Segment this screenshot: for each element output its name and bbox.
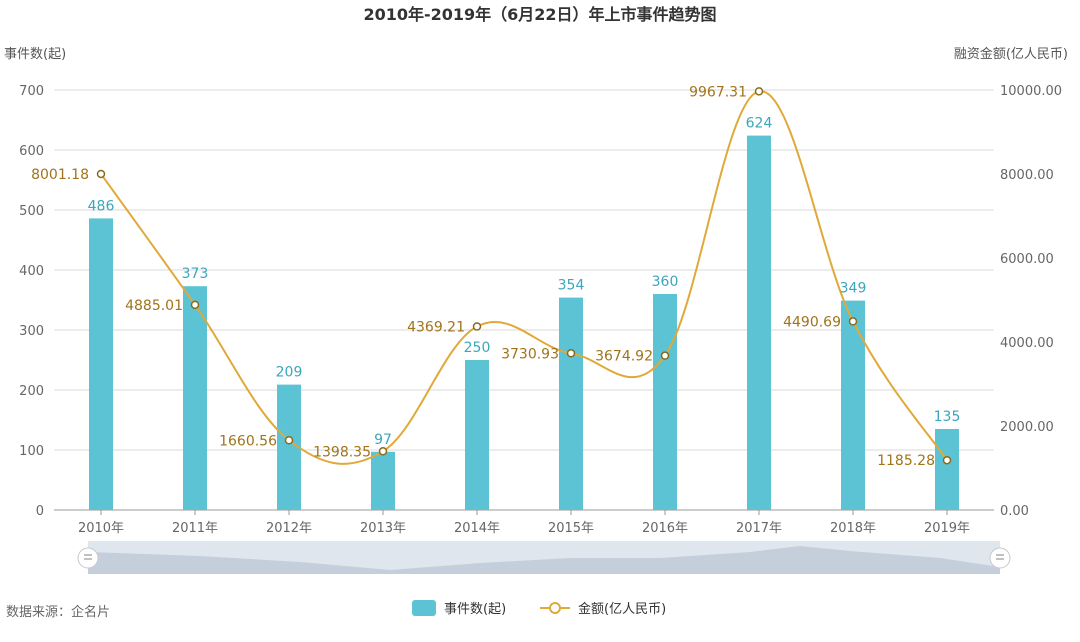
x-tick-label: 2019年 bbox=[924, 521, 970, 536]
x-tick-label: 2010年 bbox=[78, 521, 124, 536]
line-point bbox=[942, 455, 952, 465]
bar bbox=[89, 218, 113, 510]
right-tick-label: 4000.00 bbox=[1000, 336, 1054, 351]
legend-item-bar[interactable]: 事件数(起) bbox=[412, 600, 506, 617]
line-value-label: 4885.01 bbox=[125, 298, 183, 314]
bar-value-label: 349 bbox=[840, 281, 867, 297]
bar bbox=[841, 300, 865, 510]
left-tick-label: 300 bbox=[19, 324, 44, 339]
x-tick-label: 2016年 bbox=[642, 521, 688, 536]
line-value-label: 9967.31 bbox=[689, 84, 747, 100]
line-value-label: 1398.35 bbox=[313, 444, 371, 460]
bar-value-label: 624 bbox=[746, 116, 773, 132]
right-tick-label: 8000.00 bbox=[1000, 168, 1054, 183]
amount-line bbox=[100, 90, 948, 465]
data-source: 数据来源：企名片 bbox=[6, 604, 110, 620]
bar bbox=[559, 297, 583, 510]
right-tick-label: 10000.00 bbox=[1000, 84, 1062, 99]
legend-item-line[interactable]: 金额(亿人民币) bbox=[540, 601, 666, 617]
right-tick-label: 6000.00 bbox=[1000, 252, 1054, 267]
bar bbox=[935, 429, 959, 510]
line-series bbox=[96, 87, 952, 465]
line-point bbox=[96, 169, 106, 179]
axis-ticks: 0 100 200 300 400 500 600 700 0.00 2000.00 4000.00… bbox=[19, 84, 1062, 536]
bar-value-label: 209 bbox=[276, 365, 303, 381]
left-tick-label: 400 bbox=[19, 264, 44, 279]
bar-value-label: 250 bbox=[464, 340, 491, 356]
x-tick-label: 2017年 bbox=[736, 521, 782, 536]
line-value-label: 3730.93 bbox=[501, 346, 559, 362]
line-point bbox=[284, 436, 294, 445]
left-tick-label: 600 bbox=[19, 144, 44, 159]
x-tick-label: 2014年 bbox=[454, 521, 500, 536]
line-point bbox=[378, 447, 388, 456]
legend-line-marker bbox=[549, 602, 561, 614]
bar-value-label: 135 bbox=[934, 409, 961, 425]
bar-value-label: 373 bbox=[182, 266, 209, 282]
legend-line-label: 金额(亿人民币) bbox=[578, 601, 666, 617]
left-tick-label: 100 bbox=[19, 444, 44, 459]
data-zoom-slider[interactable] bbox=[77, 541, 1011, 574]
line-point bbox=[754, 87, 764, 96]
x-tick-label: 2018年 bbox=[830, 521, 876, 536]
chart-title: 2010年-2019年（6月22日）年上市事件趋势图 bbox=[363, 5, 716, 24]
left-tick-label: 700 bbox=[19, 84, 44, 99]
line-value-label: 4369.21 bbox=[407, 319, 465, 335]
line-point bbox=[566, 349, 576, 358]
zoom-preview-area bbox=[88, 546, 1000, 574]
zoom-handle-left[interactable] bbox=[77, 547, 99, 569]
line-point bbox=[848, 317, 858, 326]
bar bbox=[465, 360, 489, 510]
line-point bbox=[472, 322, 482, 331]
left-tick-label: 200 bbox=[19, 384, 44, 399]
bar-value-label: 97 bbox=[374, 432, 392, 448]
right-tick-label: 0.00 bbox=[1000, 504, 1029, 519]
zoom-handle-right[interactable] bbox=[989, 547, 1011, 569]
bar-value-label: 486 bbox=[88, 198, 115, 214]
left-axis-name: 事件数(起) bbox=[4, 47, 66, 62]
right-axis-name: 融资金额(亿人民币) bbox=[954, 46, 1068, 62]
x-tick-label: 2011年 bbox=[172, 521, 218, 536]
right-tick-label: 2000.00 bbox=[1000, 420, 1054, 435]
legend-bar-swatch bbox=[412, 600, 436, 616]
bar-value-label: 360 bbox=[652, 274, 679, 290]
legend: 事件数(起) 金额(亿人民币) bbox=[412, 600, 666, 617]
legend-bar-label: 事件数(起) bbox=[444, 602, 506, 617]
line-value-label: 8001.18 bbox=[31, 167, 89, 183]
left-tick-label: 500 bbox=[19, 204, 44, 219]
bar-series bbox=[89, 135, 959, 510]
x-tick-label: 2012年 bbox=[266, 521, 312, 536]
line-point bbox=[660, 351, 670, 360]
line-value-label: 4490.69 bbox=[783, 314, 841, 330]
bar bbox=[747, 135, 771, 510]
line-value-label: 3674.92 bbox=[595, 349, 653, 365]
x-tick-label: 2015年 bbox=[548, 521, 594, 536]
line-value-label: 1660.56 bbox=[219, 433, 277, 449]
line-point bbox=[190, 300, 200, 310]
data-labels: 486 373 209 97 250 354 360 624 349 135 8001.18 4885… bbox=[31, 84, 960, 469]
line-value-label: 1185.28 bbox=[877, 453, 935, 469]
bar-value-label: 354 bbox=[558, 278, 585, 294]
left-tick-label: 0 bbox=[36, 504, 44, 519]
bar bbox=[183, 286, 207, 510]
bar bbox=[653, 294, 677, 510]
bar bbox=[371, 451, 395, 510]
x-tick-label: 2013年 bbox=[360, 521, 406, 536]
